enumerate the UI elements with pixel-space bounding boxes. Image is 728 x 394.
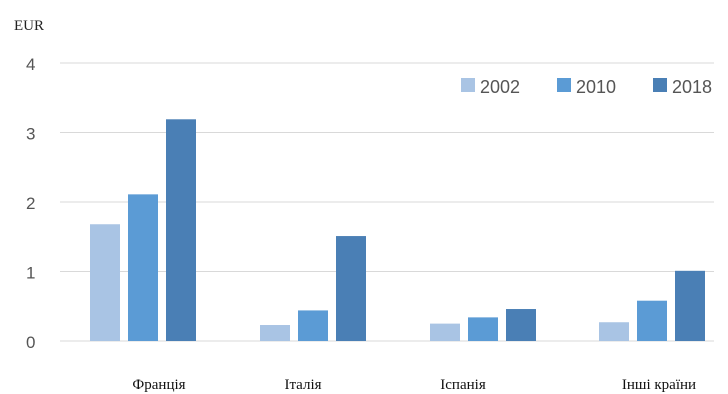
bar-2018-3 <box>675 270 705 341</box>
y-tick-label: 4 <box>26 55 35 74</box>
legend-swatch-2010 <box>557 78 571 92</box>
x-tick-labels: Франція Італія Іспанія Інші країни <box>132 377 696 393</box>
bars <box>90 119 705 341</box>
bar-2018-0 <box>166 119 196 341</box>
bar-2002-2 <box>430 323 460 341</box>
x-tick-label: Франція <box>132 377 185 393</box>
bar-2002-1 <box>260 325 290 341</box>
bar-2018-2 <box>506 309 536 341</box>
legend-label-2010: 2010 <box>576 77 616 97</box>
x-tick-label: Італія <box>284 377 321 393</box>
legend-swatch-2002 <box>461 78 475 92</box>
x-tick-label: Інші країни <box>622 377 696 393</box>
legend-label-2002: 2002 <box>480 77 520 97</box>
y-tick-label: 2 <box>26 194 35 213</box>
bar-2010-1 <box>298 310 328 341</box>
bar-2018-1 <box>336 236 366 341</box>
bar-2002-3 <box>599 322 629 341</box>
bar-2010-0 <box>128 194 158 341</box>
y-tick-labels: 0 1 2 3 4 <box>26 55 35 352</box>
bar-2010-2 <box>468 317 498 341</box>
legend-label-2018: 2018 <box>672 77 712 97</box>
legend: 2002 2010 2018 <box>461 77 712 97</box>
y-tick-label: 0 <box>26 333 35 352</box>
x-tick-label: Іспанія <box>440 377 486 393</box>
y-axis-unit-label: EUR <box>14 18 44 34</box>
bar-2002-0 <box>90 224 120 341</box>
y-tick-label: 1 <box>26 264 35 283</box>
gridlines <box>60 62 714 342</box>
y-tick-label: 3 <box>26 125 35 144</box>
legend-swatch-2018 <box>653 78 667 92</box>
bar-2010-3 <box>637 300 667 341</box>
